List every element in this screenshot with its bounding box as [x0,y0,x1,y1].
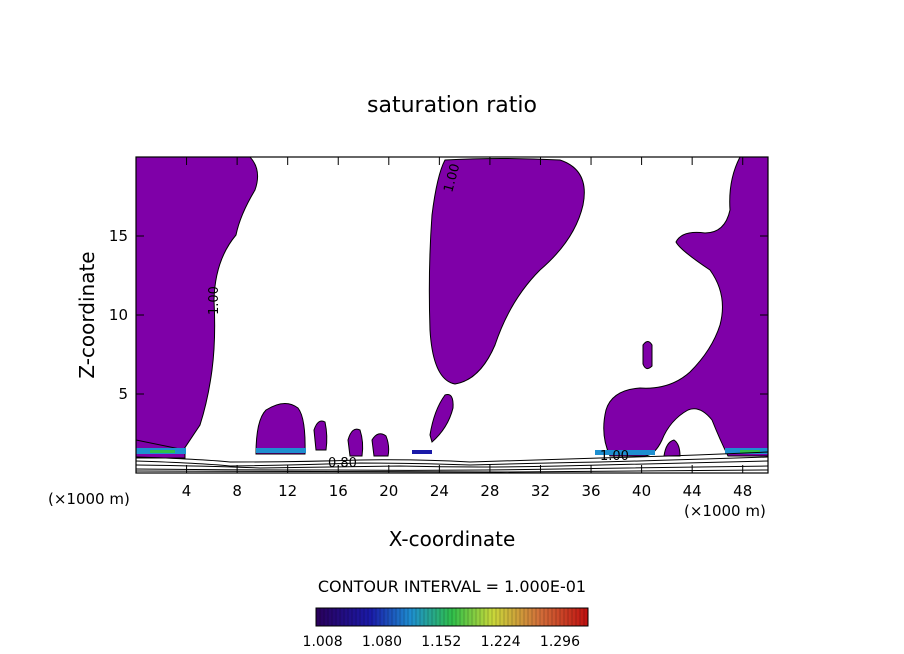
colorbar-stripes [319,608,585,626]
speckle-left-2 [150,450,175,453]
ground-speckle-bands [136,448,768,455]
region-hump-left [255,403,306,455]
colorbar-label-1.080: 1.080 [362,634,402,650]
y-tick-label-5: 5 [118,385,128,403]
terrain-line-4 [136,465,768,471]
terrain-line-1 [136,451,768,463]
y-tick-label-10: 10 [109,306,128,324]
x-tick-label-16: 16 [329,482,348,500]
x-unit-label-right: (×1000 m) [684,502,766,520]
y-axis-title: Z-coordinate [75,251,99,378]
x-tick-label-12: 12 [278,482,297,500]
contour-label-center: 1.00 [441,162,463,194]
region-blob-a [313,420,328,451]
speckle-right-a [595,450,655,455]
x-tick-label-24: 24 [430,482,449,500]
x-tick-label-48: 48 [733,482,752,500]
region-right-column [603,157,768,457]
colorbar-label-1.296: 1.296 [540,634,580,650]
contour-label-left: 1.00 [207,286,222,315]
region-left-column [136,157,259,457]
region-blob-b [347,428,364,457]
x-tick-label-4: 4 [182,482,192,500]
contour-label-right-ground: 1.00 [600,449,629,464]
region-small-mid-right [642,341,653,370]
x-tick-label-36: 36 [581,482,600,500]
y-axis-ticks: 5 10 15 [109,227,768,403]
contour-fill-regions [136,157,768,459]
region-small-right-hump [663,439,681,457]
colorbar-label-1.224: 1.224 [481,634,521,650]
x-axis-title: X-coordinate [389,527,516,551]
speckle-right-c [740,450,760,453]
x-tick-label-44: 44 [683,482,702,500]
contour-interval-text: CONTOUR INTERVAL = 1.000E-01 [318,577,586,596]
region-center-column [428,158,585,385]
x-tick-label-28: 28 [480,482,499,500]
terrain-line-2 [136,456,768,467]
colorbar-labels: 1.008 1.080 1.152 1.224 1.296 [303,634,581,650]
y-tick-label-15: 15 [109,227,128,245]
speckle-hump [256,448,306,453]
colorbar [315,607,589,627]
x-tick-label-40: 40 [632,482,651,500]
speckle-mid [412,450,432,454]
x-tick-label-20: 20 [379,482,398,500]
x-unit-label-left: (×1000 m) [48,490,130,508]
chart-title: saturation ratio [367,93,537,118]
region-blob-c [371,433,390,457]
colorbar-label-1.152: 1.152 [421,634,461,650]
contour-label-ground: 0.80 [328,456,357,471]
terrain-line-3 [136,460,768,469]
x-tick-label-8: 8 [232,482,242,500]
x-tick-label-32: 32 [531,482,550,500]
region-blob-d [429,394,454,443]
x-axis-ticks: 4 8 12 16 20 24 28 32 36 40 44 48 [182,157,752,500]
colorbar-label-1.008: 1.008 [303,634,343,650]
